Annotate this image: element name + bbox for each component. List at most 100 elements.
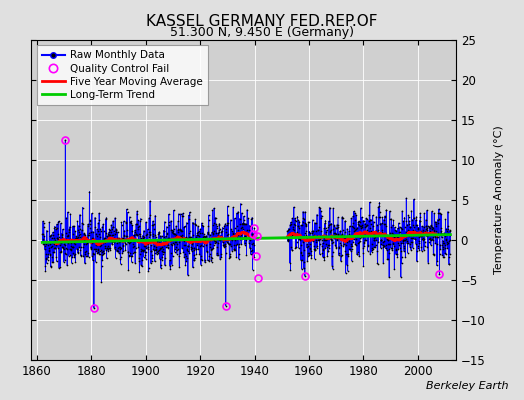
Point xyxy=(42,251,51,257)
Point xyxy=(285,234,293,240)
Point xyxy=(345,245,354,252)
Point xyxy=(43,238,51,244)
Point xyxy=(326,234,335,240)
Point xyxy=(119,234,128,241)
Point xyxy=(156,233,165,239)
Point xyxy=(185,228,194,234)
Point xyxy=(54,234,63,240)
Point xyxy=(364,243,373,249)
Point xyxy=(163,230,171,236)
Point xyxy=(408,239,416,245)
Point xyxy=(325,242,333,248)
Point xyxy=(408,216,417,223)
Point xyxy=(331,230,339,236)
Point xyxy=(43,256,52,263)
Point xyxy=(397,248,405,254)
Point xyxy=(55,265,63,271)
Point xyxy=(389,240,397,246)
Point xyxy=(434,216,442,223)
Point xyxy=(81,232,90,238)
Point xyxy=(187,234,195,241)
Point xyxy=(345,223,354,229)
Point xyxy=(126,219,134,225)
Point xyxy=(85,216,94,223)
Point xyxy=(86,220,94,227)
Point xyxy=(60,259,68,265)
Point xyxy=(50,234,59,241)
Point xyxy=(358,234,367,240)
Point xyxy=(213,240,222,246)
Point xyxy=(228,230,237,236)
Point xyxy=(121,236,129,243)
Point xyxy=(362,236,370,243)
Point xyxy=(93,226,101,232)
Point xyxy=(186,234,194,240)
Point xyxy=(428,236,436,242)
Point xyxy=(403,221,411,228)
Point xyxy=(242,220,250,227)
Point xyxy=(409,222,418,228)
Point xyxy=(384,236,392,243)
Point xyxy=(67,242,75,249)
Point xyxy=(151,232,159,239)
Point xyxy=(168,227,176,233)
Point xyxy=(126,249,134,256)
Point xyxy=(313,242,321,249)
Point xyxy=(96,234,105,241)
Point xyxy=(144,246,152,252)
Point xyxy=(445,238,453,244)
Point xyxy=(354,219,363,225)
Point xyxy=(401,233,410,240)
Point xyxy=(126,253,135,260)
Point xyxy=(325,222,334,228)
Point xyxy=(425,223,434,230)
Point xyxy=(68,244,76,251)
Point xyxy=(428,228,436,235)
Point xyxy=(287,244,296,250)
Point xyxy=(108,224,117,230)
Point xyxy=(45,219,53,226)
Point xyxy=(341,218,350,224)
Point xyxy=(369,232,378,238)
Point xyxy=(134,224,142,230)
Point xyxy=(181,235,189,241)
Point xyxy=(107,236,115,242)
Point xyxy=(130,238,138,244)
Point xyxy=(49,249,57,256)
Point xyxy=(152,244,160,251)
Point xyxy=(309,234,318,241)
Point xyxy=(306,230,314,236)
Point xyxy=(141,256,150,262)
Point xyxy=(387,230,396,236)
Point xyxy=(388,235,396,241)
Point xyxy=(418,236,427,242)
Point xyxy=(84,254,93,260)
Point xyxy=(145,215,154,221)
Point xyxy=(138,263,146,270)
Point xyxy=(110,238,118,245)
Point xyxy=(337,253,345,260)
Point xyxy=(209,230,217,237)
Point xyxy=(73,238,81,244)
Point xyxy=(300,265,308,272)
Point xyxy=(103,233,111,240)
Point xyxy=(70,254,79,260)
Point xyxy=(427,236,435,243)
Point xyxy=(102,255,111,262)
Point xyxy=(61,251,70,257)
Point xyxy=(353,224,362,231)
Point xyxy=(361,237,369,244)
Point xyxy=(382,207,390,214)
Point xyxy=(77,236,85,242)
Point xyxy=(181,234,190,240)
Point xyxy=(324,222,333,228)
Point xyxy=(66,246,74,252)
Point xyxy=(291,221,299,228)
Point xyxy=(372,242,380,248)
Point xyxy=(206,244,214,250)
Point xyxy=(192,246,200,252)
Point xyxy=(87,243,95,250)
Point xyxy=(341,229,349,235)
Point xyxy=(322,240,330,247)
Point xyxy=(81,248,89,255)
